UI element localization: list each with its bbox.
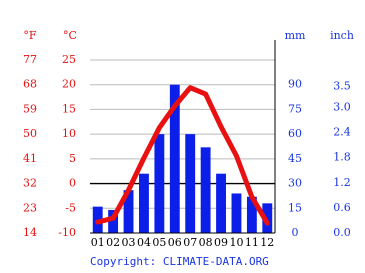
bar bbox=[246, 196, 257, 233]
x-tick-label: 02 bbox=[106, 236, 120, 249]
bar bbox=[200, 147, 211, 233]
credit: Copyright: CLIMATE-DATA.ORG bbox=[90, 255, 269, 268]
bar bbox=[139, 173, 149, 233]
y-tick-label: 0 bbox=[69, 177, 76, 190]
bar bbox=[154, 134, 165, 233]
y-tick-label: 20 bbox=[62, 78, 76, 91]
y-tick-label: 5 bbox=[69, 152, 76, 165]
axes: -10-505101520251423324150596877015304560… bbox=[23, 40, 351, 249]
inch-tick-label: 0.0 bbox=[333, 226, 351, 239]
f-tick-label: 68 bbox=[23, 78, 37, 91]
unit-f: °F bbox=[23, 29, 37, 42]
x-tick-label: 05 bbox=[152, 236, 166, 249]
y2-tick-label: 0 bbox=[292, 226, 299, 239]
y2-tick-label: 75 bbox=[288, 102, 302, 115]
inch-tick-label: 2.4 bbox=[333, 126, 351, 139]
y2-tick-label: 30 bbox=[288, 177, 302, 190]
x-tick-label: 04 bbox=[137, 236, 151, 249]
marks bbox=[92, 84, 273, 233]
x-tick-label: 08 bbox=[199, 236, 213, 249]
inch-tick-label: 3.0 bbox=[333, 100, 351, 113]
unit-mm: mm bbox=[285, 29, 306, 42]
y-tick-label: 25 bbox=[62, 53, 76, 66]
x-tick-label: 06 bbox=[168, 236, 182, 249]
bar bbox=[108, 209, 119, 233]
x-tick-label: 09 bbox=[214, 236, 228, 249]
x-tick-label: 07 bbox=[183, 236, 197, 249]
y-tick-label: 15 bbox=[62, 102, 76, 115]
bar bbox=[185, 134, 196, 233]
unit-c: °C bbox=[63, 29, 77, 42]
x-tick-label: 01 bbox=[91, 236, 105, 249]
x-tick-label: 03 bbox=[122, 236, 136, 249]
temperature-line bbox=[95, 85, 270, 226]
bar bbox=[262, 203, 273, 233]
x-tick-label: 11 bbox=[245, 236, 259, 249]
f-tick-label: 59 bbox=[23, 102, 37, 115]
y2-tick-label: 45 bbox=[288, 152, 302, 165]
inch-tick-label: 0.6 bbox=[333, 201, 351, 214]
y-tick-label: 10 bbox=[62, 127, 76, 140]
y-tick-label: -10 bbox=[58, 226, 76, 239]
x-tick-label: 12 bbox=[260, 236, 274, 249]
inch-tick-label: 1.2 bbox=[333, 176, 351, 189]
f-tick-label: 77 bbox=[23, 53, 37, 66]
f-tick-label: 32 bbox=[23, 177, 37, 190]
f-tick-label: 41 bbox=[23, 152, 37, 165]
bar bbox=[231, 193, 242, 233]
y2-tick-label: 15 bbox=[288, 201, 302, 214]
y-tick-label: -5 bbox=[65, 201, 76, 214]
f-tick-label: 23 bbox=[23, 201, 37, 214]
f-tick-label: 14 bbox=[23, 226, 37, 239]
bar bbox=[216, 173, 226, 233]
y2-tick-label: 90 bbox=[288, 78, 302, 91]
x-tick-label: 10 bbox=[229, 236, 243, 249]
inch-tick-label: 3.5 bbox=[333, 80, 351, 93]
bar bbox=[123, 190, 134, 233]
inch-tick-label: 1.8 bbox=[333, 151, 351, 164]
bar bbox=[169, 84, 180, 233]
f-tick-label: 50 bbox=[23, 127, 37, 140]
y2-tick-label: 60 bbox=[288, 127, 302, 140]
unit-inch: inch bbox=[330, 29, 354, 42]
